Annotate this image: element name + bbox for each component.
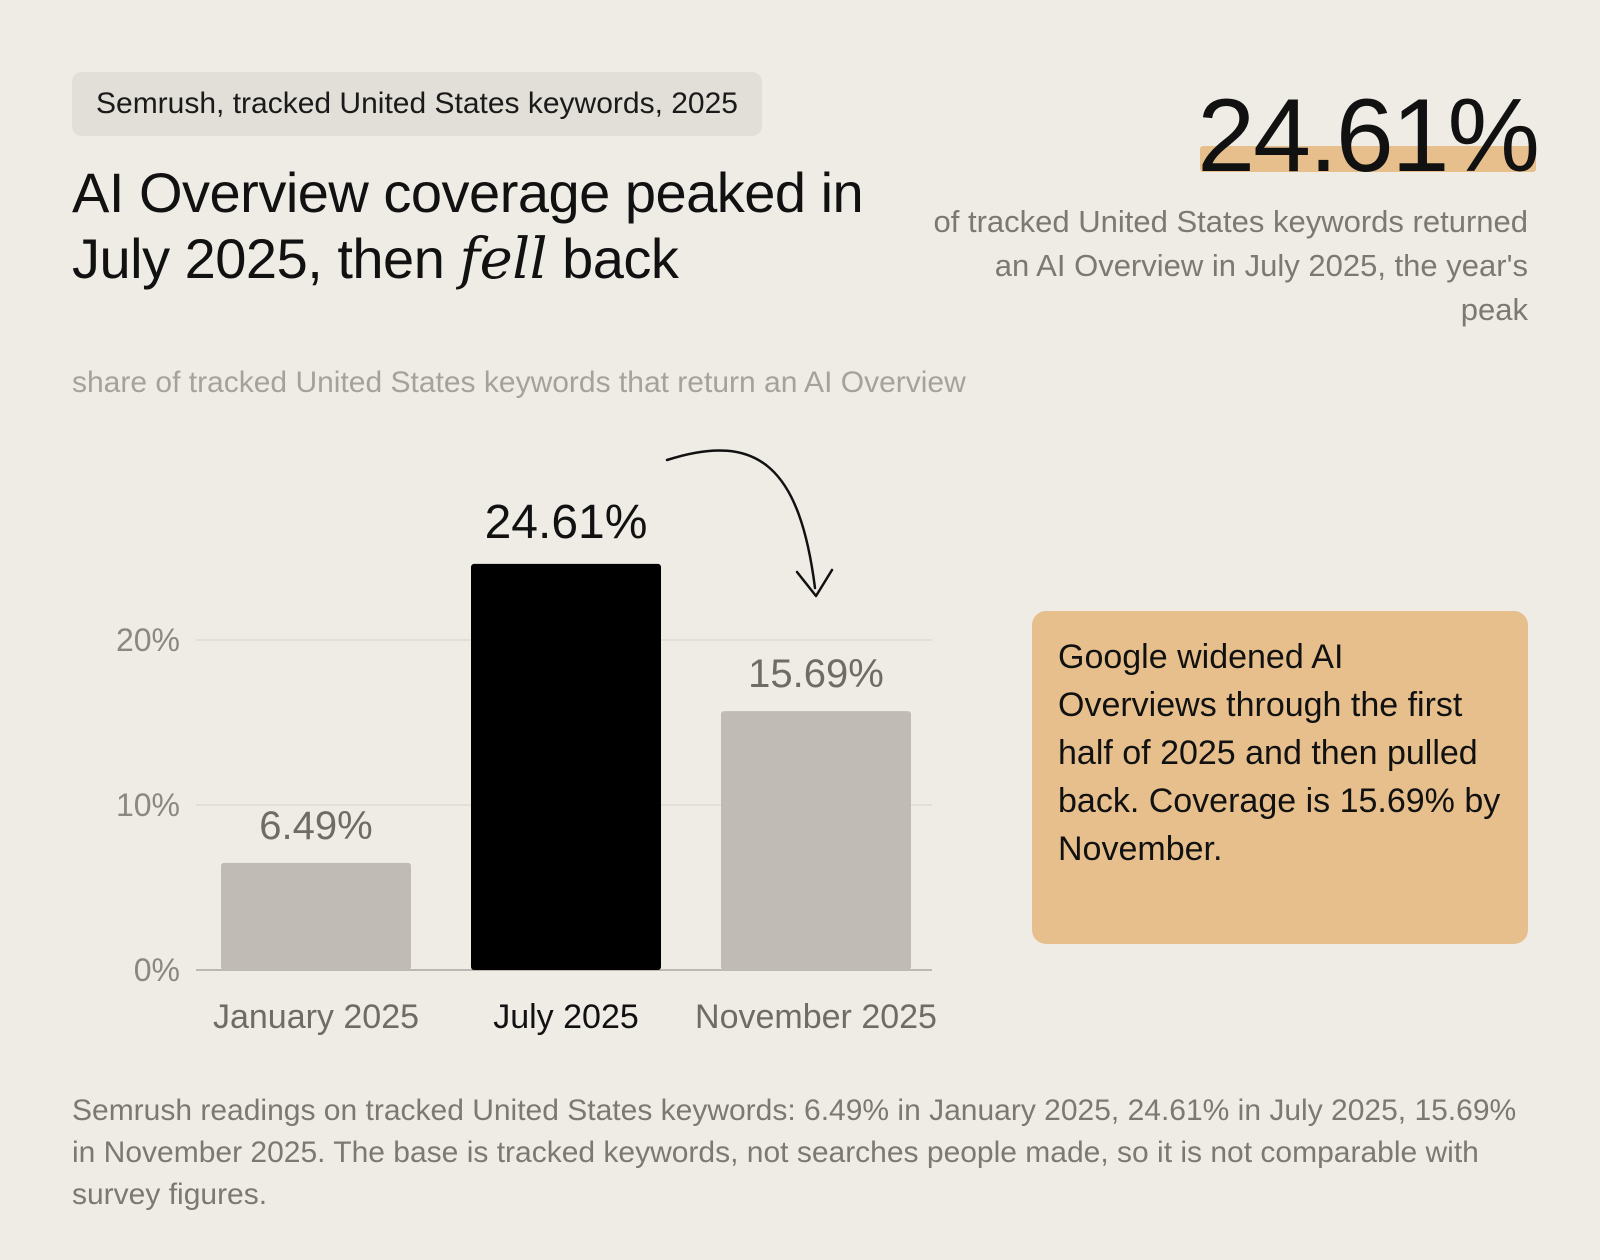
bar-1 bbox=[221, 862, 411, 970]
label-layer: 0% 10% 20% 6.49% January 2025 24.61% July 2025… bbox=[116, 496, 937, 1036]
bar-3 bbox=[721, 711, 911, 970]
headline: AI Overview coverage peaked in July 2025… bbox=[72, 160, 932, 293]
arrow-head-icon bbox=[795, 568, 834, 598]
headline-part2: back bbox=[547, 227, 679, 290]
stat-value: 24.61% bbox=[1197, 78, 1540, 194]
trend-arrow-icon bbox=[665, 449, 817, 590]
y-tick-label: 10% bbox=[116, 787, 180, 823]
y-tick-label: 20% bbox=[116, 622, 180, 658]
chart-subtitle: share of tracked United States keywords … bbox=[72, 366, 966, 399]
footnote: Semrush readings on tracked United State… bbox=[72, 1094, 1517, 1211]
stat-caption: of tracked United States keywords return… bbox=[933, 204, 1528, 327]
bar-chart: 0% 10% 20% 6.49% January 2025 24.61% July 2025… bbox=[116, 449, 937, 1036]
value-label: 15.69% bbox=[748, 652, 884, 696]
value-label: 6.49% bbox=[259, 804, 372, 848]
headline-emphasis: fell bbox=[459, 227, 548, 292]
headline-part1: AI Overview coverage peaked in July 2025… bbox=[72, 161, 864, 290]
category-label: July 2025 bbox=[493, 998, 639, 1036]
note-card: Google widened AI Overviews through the … bbox=[1032, 611, 1528, 944]
bar-layer bbox=[221, 563, 911, 970]
category-label: January 2025 bbox=[213, 998, 419, 1036]
y-tick-label: 0% bbox=[134, 952, 180, 988]
bar-2 bbox=[471, 563, 661, 970]
category-label: November 2025 bbox=[695, 998, 937, 1036]
stat-highlight bbox=[1200, 146, 1536, 172]
stat-block: 24.61% bbox=[1197, 78, 1540, 194]
value-label: 24.61% bbox=[485, 496, 648, 549]
source-tag: Semrush, tracked United States keywords,… bbox=[72, 72, 762, 136]
